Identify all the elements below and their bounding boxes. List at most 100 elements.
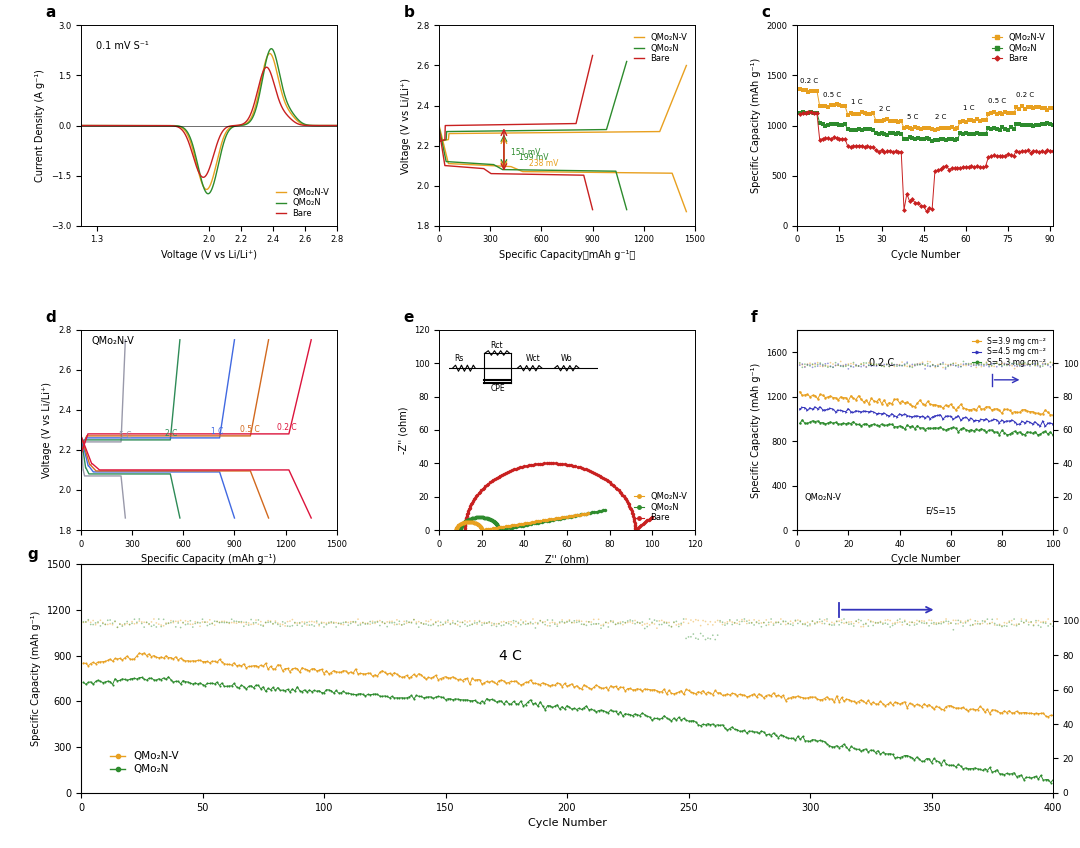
Point xyxy=(957,359,974,372)
Point xyxy=(1018,358,1036,371)
Point xyxy=(914,357,931,371)
Point xyxy=(179,617,197,631)
Point xyxy=(347,615,364,628)
Point xyxy=(716,618,733,632)
Point xyxy=(816,359,834,372)
Point xyxy=(106,615,124,628)
Point xyxy=(325,616,342,629)
Point xyxy=(848,359,865,372)
Point xyxy=(835,360,852,373)
Point xyxy=(934,357,951,371)
Point xyxy=(447,617,464,631)
Point xyxy=(1040,619,1057,633)
Point xyxy=(962,612,980,626)
Point xyxy=(964,618,982,632)
Point xyxy=(447,616,464,630)
Point xyxy=(1001,359,1018,372)
Point xyxy=(984,612,1001,626)
Point xyxy=(858,617,875,631)
Point xyxy=(194,616,212,629)
Point xyxy=(1021,616,1038,629)
Point xyxy=(218,616,235,629)
Point xyxy=(345,615,362,628)
Point xyxy=(1013,612,1030,626)
Point xyxy=(636,617,653,631)
Point xyxy=(393,618,410,632)
Point xyxy=(140,617,158,631)
Point xyxy=(476,616,494,630)
Point xyxy=(1044,356,1062,370)
Point xyxy=(133,615,150,628)
Legend: QMo₂N-V, QMo₂N: QMo₂N-V, QMo₂N xyxy=(106,747,184,778)
Point xyxy=(1030,618,1048,632)
Point xyxy=(806,616,824,630)
Point xyxy=(921,355,939,369)
Point xyxy=(683,630,700,644)
Point xyxy=(337,615,354,628)
Point xyxy=(561,614,578,628)
Point xyxy=(962,357,980,371)
Point xyxy=(376,616,393,630)
Point xyxy=(947,359,964,372)
Point xyxy=(644,616,661,629)
Point xyxy=(960,357,977,371)
Point xyxy=(976,615,994,628)
Point xyxy=(712,614,729,628)
Point xyxy=(835,359,852,372)
Point xyxy=(469,617,486,631)
Point xyxy=(642,618,659,632)
Point xyxy=(440,616,457,629)
Point xyxy=(809,358,826,371)
Point xyxy=(881,614,899,628)
Point xyxy=(75,616,92,629)
Point xyxy=(199,616,216,629)
Point xyxy=(129,616,146,630)
Point xyxy=(865,358,882,371)
Point xyxy=(1037,615,1054,628)
Point xyxy=(650,618,667,632)
Point xyxy=(932,357,949,371)
Point xyxy=(751,616,768,630)
Point xyxy=(369,615,387,628)
Point xyxy=(814,359,832,372)
Point xyxy=(875,616,892,630)
Point xyxy=(858,360,875,374)
Point xyxy=(473,616,490,629)
Point xyxy=(158,617,175,631)
Point xyxy=(917,358,934,371)
Text: 0.2 C: 0.2 C xyxy=(1016,92,1035,98)
Point xyxy=(794,357,811,371)
Point xyxy=(794,617,811,631)
Point xyxy=(449,618,467,632)
Point xyxy=(449,615,467,628)
Point xyxy=(949,359,967,372)
Point xyxy=(486,618,503,632)
Point xyxy=(1039,358,1056,371)
Point xyxy=(599,616,617,630)
Point xyxy=(415,616,432,630)
Point xyxy=(765,618,782,632)
Point xyxy=(794,360,811,374)
Point xyxy=(1035,615,1052,628)
Point xyxy=(924,358,942,371)
Point xyxy=(994,620,1011,633)
Point xyxy=(372,619,389,633)
Point xyxy=(1035,360,1052,373)
Point xyxy=(731,615,748,628)
Point xyxy=(104,616,121,630)
Point xyxy=(721,614,739,628)
Point xyxy=(912,358,929,371)
Point xyxy=(570,614,588,628)
Point xyxy=(220,616,238,629)
Point xyxy=(420,618,437,632)
Text: c: c xyxy=(761,5,770,20)
Point xyxy=(362,615,379,628)
Point xyxy=(175,616,192,630)
Point xyxy=(123,616,140,630)
Text: 5 C: 5 C xyxy=(119,431,131,440)
Point xyxy=(492,615,510,628)
Point xyxy=(80,614,97,628)
Point xyxy=(663,620,680,633)
Point xyxy=(1009,360,1026,373)
Point xyxy=(753,616,770,630)
